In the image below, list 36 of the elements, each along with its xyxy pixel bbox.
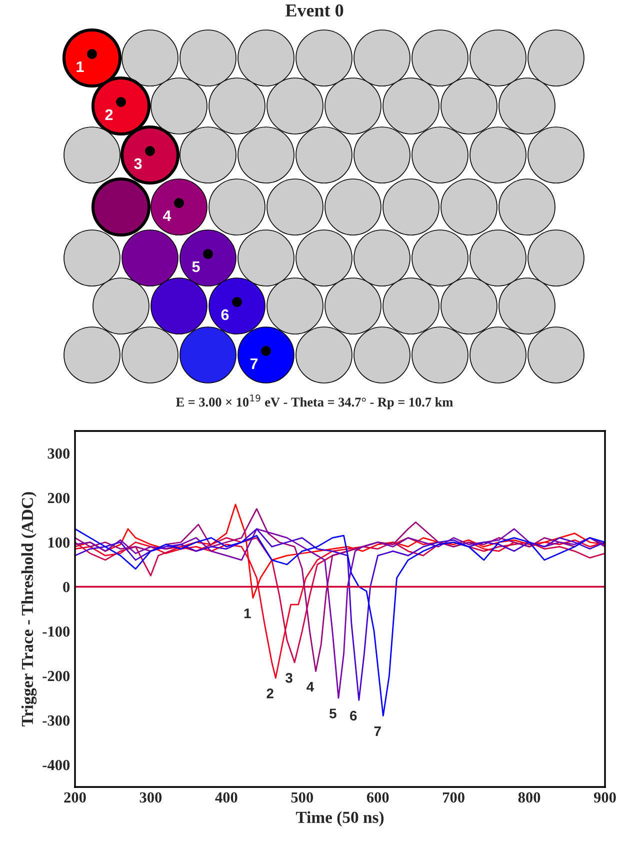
x-tick-label: 600 [366,792,389,803]
line-series [75,508,605,672]
y-tick-label: 200 [48,492,70,504]
text: E = 3.00 × 10$^{19}$ eV - Theta = 34.7° - Rp = 10.7 km [176,394,453,410]
text: 6 [221,309,229,320]
x-tick-label: 800 [518,792,540,803]
text: Event 0 [285,4,344,17]
text: 4 [162,210,172,221]
y-axis-title: Trigger Trace - Threshold (ADC) [21,492,37,726]
annotation: 7 [374,726,381,736]
x-tick-label: 700 [442,792,464,803]
x-tick-label: 400 [215,792,238,803]
annotation: 6 [350,710,357,721]
y-tick-label: -300 [42,715,70,726]
text: 7 [250,358,258,369]
y-tick-label: -400 [42,760,70,770]
x-axis-title: Time (50 ns) [296,811,384,826]
y-tick-label: 300 [48,448,70,459]
annotation: 2 [266,688,274,698]
y-tick-label: -100 [42,626,70,637]
line-series [75,504,605,599]
text: 3 [134,158,142,170]
y-tick-label: 0 [63,582,70,592]
annotation: 4 [306,682,314,692]
y-tick-label: 100 [48,537,70,548]
annotation: 5 [329,708,336,718]
text: 5 [192,261,200,272]
x-tick-label: 300 [140,792,162,803]
x-tick-label: 500 [291,792,314,803]
annotation: 1 [244,608,251,618]
x-tick-label: 200 [64,792,86,803]
text: 1 [76,61,84,72]
annotation: 3 [285,672,292,683]
text: 2 [105,109,113,120]
y-tick-label: -200 [42,670,70,682]
x-tick-label: 900 [594,792,616,803]
